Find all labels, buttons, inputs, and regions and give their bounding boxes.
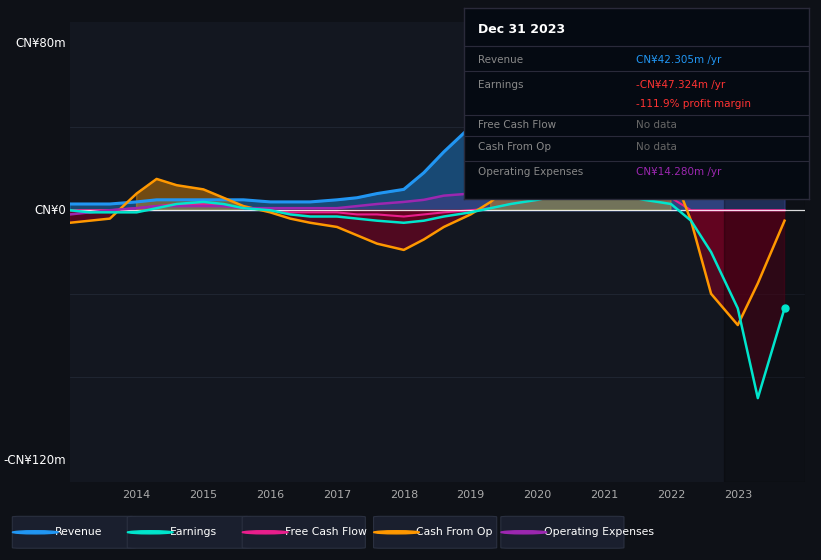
Circle shape bbox=[12, 531, 58, 534]
FancyBboxPatch shape bbox=[127, 516, 250, 548]
Text: Revenue: Revenue bbox=[478, 55, 523, 65]
Text: Earnings: Earnings bbox=[478, 80, 523, 90]
Text: Cash From Op: Cash From Op bbox=[478, 142, 551, 152]
Text: Operating Expenses: Operating Expenses bbox=[478, 167, 583, 177]
FancyBboxPatch shape bbox=[242, 516, 365, 548]
Text: CN¥0: CN¥0 bbox=[34, 204, 67, 217]
Text: -111.9% profit margin: -111.9% profit margin bbox=[636, 99, 751, 109]
Circle shape bbox=[127, 531, 173, 534]
Text: -CN¥47.324m /yr: -CN¥47.324m /yr bbox=[636, 80, 726, 90]
Bar bbox=[724, 22, 805, 482]
Text: Operating Expenses: Operating Expenses bbox=[544, 528, 654, 537]
Circle shape bbox=[242, 531, 288, 534]
Text: Free Cash Flow: Free Cash Flow bbox=[478, 119, 556, 129]
Text: Revenue: Revenue bbox=[55, 528, 103, 537]
Text: Earnings: Earnings bbox=[170, 528, 217, 537]
Circle shape bbox=[501, 531, 547, 534]
FancyBboxPatch shape bbox=[12, 516, 135, 548]
Text: No data: No data bbox=[636, 142, 677, 152]
Text: No data: No data bbox=[636, 119, 677, 129]
Text: -CN¥120m: -CN¥120m bbox=[3, 454, 67, 467]
FancyBboxPatch shape bbox=[501, 516, 624, 548]
Text: CN¥80m: CN¥80m bbox=[16, 37, 67, 50]
Text: CN¥14.280m /yr: CN¥14.280m /yr bbox=[636, 167, 722, 177]
Text: Cash From Op: Cash From Op bbox=[416, 528, 493, 537]
Text: Free Cash Flow: Free Cash Flow bbox=[285, 528, 367, 537]
Text: Dec 31 2023: Dec 31 2023 bbox=[478, 23, 565, 36]
FancyBboxPatch shape bbox=[374, 516, 497, 548]
Circle shape bbox=[374, 531, 420, 534]
Text: CN¥42.305m /yr: CN¥42.305m /yr bbox=[636, 55, 722, 65]
